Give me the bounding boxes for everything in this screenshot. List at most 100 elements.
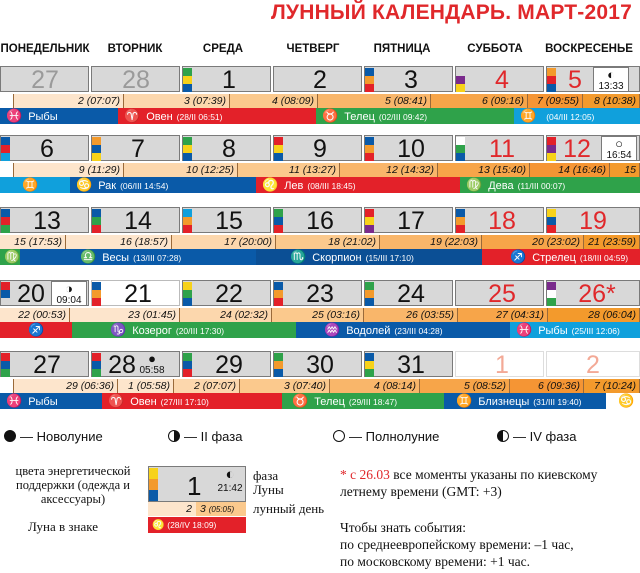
lunar-day: 14 (16:46) (530, 163, 610, 177)
day-number: 8 (222, 135, 236, 163)
energy-colors (456, 209, 465, 233)
day-number: 19 (579, 207, 607, 235)
lunar-day: 13 (15:40) (438, 163, 530, 177)
full-moon-icon (333, 430, 345, 442)
key-moon-in-sign-label: Луна в знаке (28, 519, 98, 534)
day-number: 9 (313, 135, 327, 163)
lunar-day: 11 (13:27) (238, 163, 340, 177)
zodiac-sign: ♋ (608, 393, 640, 409)
sagittarius-icon: ♐ (28, 322, 45, 337)
lunar-day: 26 (03:55) (364, 308, 458, 322)
pisces-icon: ♓ (6, 393, 23, 408)
energy-colors (547, 68, 556, 92)
energy-colors (365, 353, 374, 377)
day-cell: 19 (546, 207, 640, 235)
energy-colors (1, 137, 10, 161)
day-cell: 16 (273, 207, 362, 235)
pisces-icon: ♓ (6, 108, 23, 123)
day-number: 28 (108, 351, 136, 379)
day-cell: 1 (182, 66, 271, 94)
day-number: 16 (306, 207, 334, 235)
energy-colors (274, 209, 283, 233)
day-number: 10 (397, 135, 425, 163)
leo-icon: ♌ (152, 520, 165, 531)
day-number: 17 (397, 207, 425, 235)
legend-full-moon: — Полнолуние (333, 429, 439, 444)
zodiac-sign: ♓ Рыбы (0, 108, 118, 124)
lunar-day: 3 (07:40) (240, 379, 330, 393)
zodiac-sign: ♓ Рыбы (0, 393, 102, 409)
key-day-cell: 1 ◐ 21:42 (148, 466, 246, 502)
lunar-day: 18 (21:02) (276, 235, 380, 249)
energy-colors (274, 353, 283, 377)
lunar-day: 21 (23:59) (584, 235, 640, 249)
weekday-wednesday: СРЕДА (202, 43, 244, 55)
key-phase: ◐ 21:42 (217, 466, 243, 494)
phase-time: 16:54 (606, 150, 632, 161)
energy-colors (1, 353, 10, 377)
lunar-day: 20 (23:02) (482, 235, 584, 249)
zodiac-sign: ♈ Овен (27/III 17:10) (102, 393, 282, 409)
page-title: ЛУННЫЙ КАЛЕНДАРЬ. МАРТ-2017 (271, 1, 632, 24)
legend-fourth-phase: — IV фаза (497, 429, 576, 444)
lunar-day: 10 (12:25) (124, 163, 238, 177)
lunar-day: 29 (06:36) (14, 379, 118, 393)
aries-icon: ♈ (108, 393, 125, 408)
day-cell: 6 (0, 135, 89, 163)
day-cell: 1 (455, 351, 544, 379)
energy-colors (183, 137, 192, 161)
day-cell: 24 (364, 280, 453, 308)
day-number: 1 (222, 66, 236, 94)
energy-colors (365, 68, 374, 92)
lunar-day: 1 (05:58) (118, 379, 174, 393)
day-number: 2 (586, 351, 600, 379)
lunar-day: 2 (07:07) (174, 379, 240, 393)
day-number: 26* (578, 280, 616, 308)
zodiac-sign: ♊ Близнецы (31/III 19:40) (444, 393, 606, 409)
day-cell: 28 ● 05:58 (91, 351, 180, 379)
day-number: 20 (17, 280, 45, 308)
libra-icon: ♎ (80, 249, 97, 264)
week-row: 6 7 8 9 10 11 12 ○ 16:54 9 (11:29) 10 (12… (0, 135, 640, 193)
leo-icon: ♌ (262, 177, 279, 192)
new-moon-icon: ● (148, 351, 156, 366)
day-cell: 21 (91, 280, 180, 308)
energy-colors (92, 282, 101, 306)
lunar-day: 16 (18:57) (66, 235, 172, 249)
weekday-thursday: ЧЕТВЕРГ (286, 43, 340, 55)
day-number: 25 (488, 280, 516, 308)
energy-colors (92, 137, 101, 161)
zodiac-sign: ♌ Лев (08/III 18:45) (256, 177, 460, 193)
day-number: 21 (124, 280, 152, 308)
zodiac-sign: ♍ Дева (11/III 00:07) (460, 177, 640, 193)
first-quarter-icon: ◐ (225, 466, 235, 483)
energy-colors (183, 209, 192, 233)
day-number: 6 (40, 135, 54, 163)
zodiac-sign: ♍ (0, 249, 20, 265)
lunar-day (0, 94, 14, 108)
energy-colors (456, 137, 465, 161)
energy-colors (456, 76, 465, 92)
lunar-day: 9 (11:29) (14, 163, 124, 177)
weekday-monday: ПОНЕДЕЛЬНИК (0, 43, 90, 55)
day-cell: 17 (364, 207, 453, 235)
key-lunar-strip: 2 3 (05:05) (148, 502, 246, 516)
virgo-icon: ♍ (4, 249, 20, 264)
day-number: 12 (563, 135, 591, 163)
lunar-day: 28 (06:04) (548, 308, 640, 322)
lunar-day: 7 (09:55) (528, 94, 583, 108)
weekday-tuesday: ВТОРНИК (107, 43, 163, 55)
day-number: 3 (404, 66, 418, 94)
lunar-day: 8 (10:38) (583, 94, 640, 108)
day-number: 2 (313, 66, 327, 94)
zodiac-sign: ♋ Рак (06/III 14:54) (70, 177, 256, 193)
lunar-day (0, 163, 14, 177)
lunar-day: 6 (09:36) (510, 379, 584, 393)
zodiac-sign: ♑ Козерог (20/III 17:30) (72, 322, 296, 338)
zodiac-sign: ♐ (0, 322, 72, 338)
zodiac-sign: ♓ Рыбы (25/III 12:06) (510, 322, 640, 338)
day-cell: 10 (364, 135, 453, 163)
energy-colors (274, 137, 283, 161)
lunar-day: 7 (10:24) (584, 379, 640, 393)
lunar-day: 4 (08:09) (230, 94, 318, 108)
